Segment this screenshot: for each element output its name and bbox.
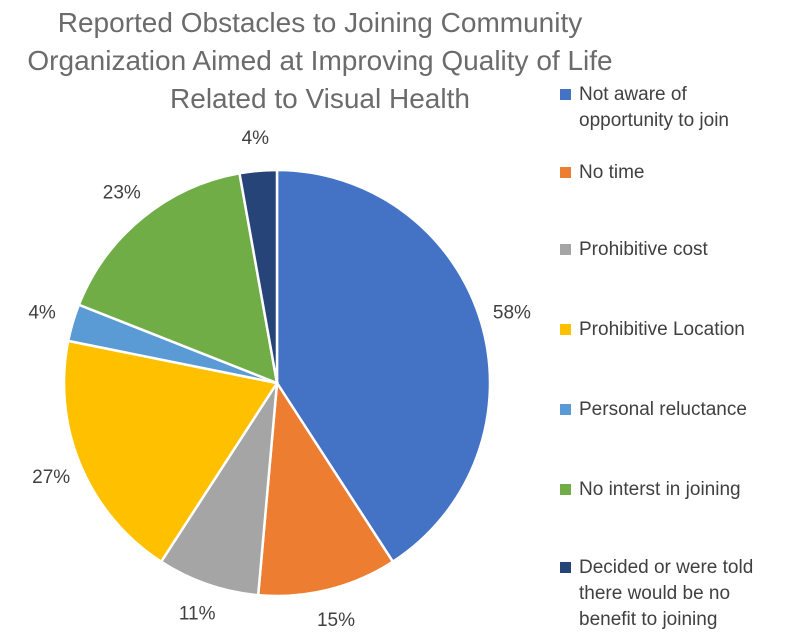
legend-label: Personal reluctance — [579, 399, 747, 420]
legend-swatch — [560, 562, 571, 573]
legend-label: No time — [579, 162, 645, 183]
legend-swatch — [560, 484, 571, 495]
legend-swatch — [560, 167, 571, 178]
pie-labels: 58% 15% 11% 27% 4% 23% 4% — [28, 128, 531, 631]
data-label-5: 4% — [28, 303, 56, 324]
pie-slice-2 — [256, 379, 395, 598]
pie-slice-6 — [77, 171, 279, 385]
legend-item-3: Prohibitive cost — [560, 237, 784, 263]
pie-slice-7 — [238, 168, 279, 384]
data-label-6: 23% — [103, 182, 141, 203]
data-label-3: 11% — [179, 604, 216, 625]
legend-label: Prohibitive cost — [579, 239, 708, 260]
legend-label: Decided or were told there would be no b… — [579, 557, 754, 630]
legend-swatch — [560, 404, 571, 415]
data-label-4: 27% — [32, 467, 70, 488]
chart-title: Reported Obstacles to Joining Community … — [0, 4, 640, 118]
pie-slices — [62, 168, 492, 598]
chart-title-line-2: Organization Aimed at Improving Quality … — [27, 45, 613, 76]
data-label-1: 58% — [493, 303, 531, 324]
legend-item-1: Not aware of opportunity to join — [560, 82, 784, 134]
chart-title-line-3: Related to Visual Health — [170, 83, 470, 114]
pie-slice-3 — [159, 382, 279, 597]
legend-label: Prohibitive Location — [579, 319, 745, 340]
legend-swatch — [560, 324, 571, 335]
legend-label: No interst in joining — [579, 479, 741, 500]
pie-slice-4 — [62, 339, 280, 564]
chart-title-line-1: Reported Obstacles to Joining Community — [57, 7, 583, 38]
legend-label: Not aware of opportunity to join — [579, 84, 729, 131]
data-label-2: 15% — [317, 610, 355, 631]
legend-item-6: No interst in joining — [560, 477, 784, 503]
legend-item-5: Personal reluctance — [560, 397, 784, 423]
legend-item-7: Decided or were told there would be no b… — [560, 555, 784, 633]
data-label-7: 4% — [242, 128, 270, 149]
legend-item-2: No time — [560, 160, 784, 186]
legend-swatch — [560, 89, 571, 100]
legend-item-4: Prohibitive Location — [560, 317, 784, 343]
legend-swatch — [560, 244, 571, 255]
